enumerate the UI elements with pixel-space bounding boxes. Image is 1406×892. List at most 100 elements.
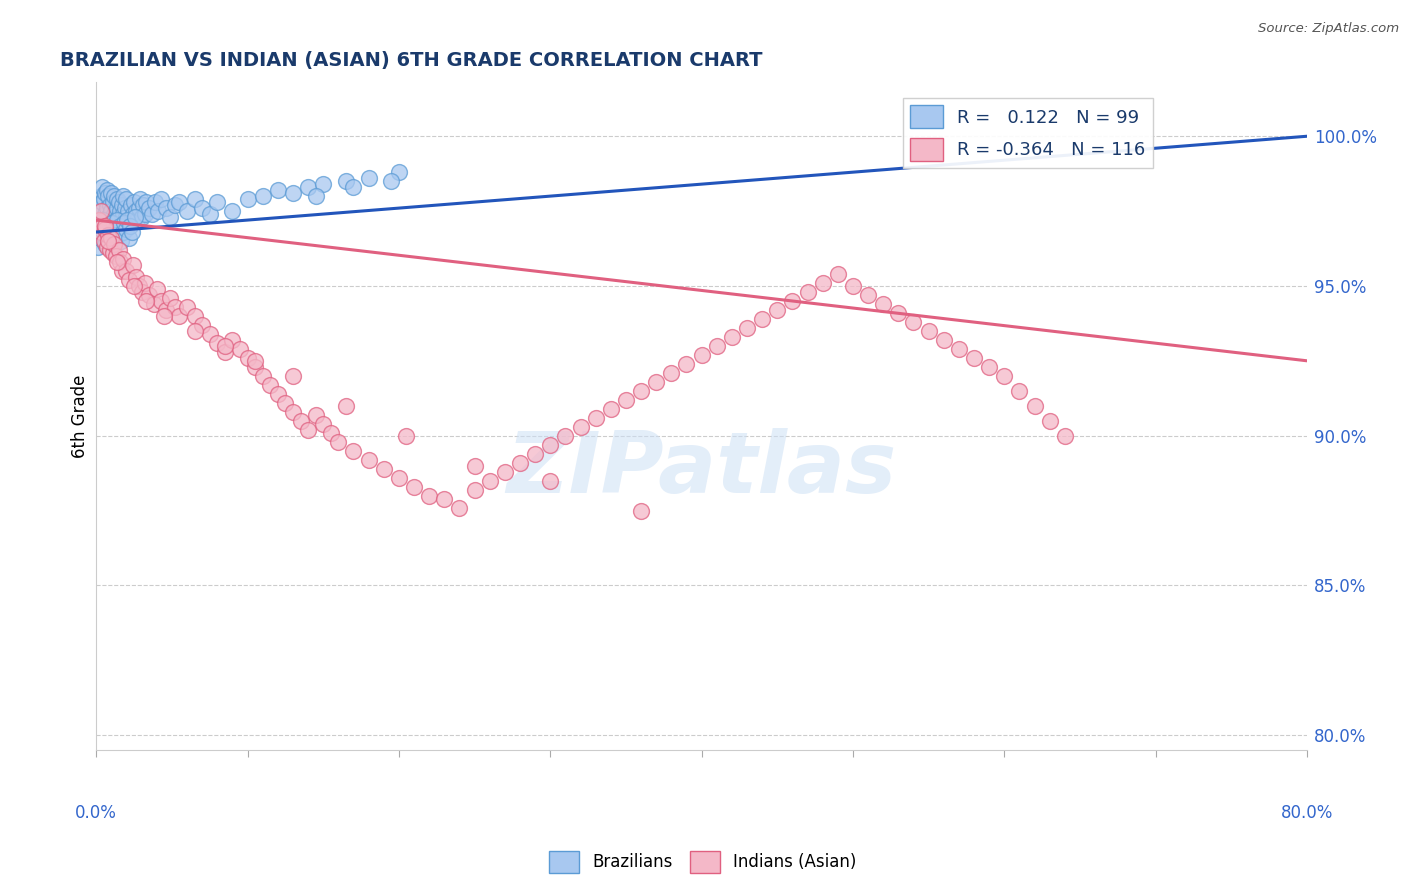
Point bbox=[903, 315, 925, 329]
Point bbox=[198, 326, 221, 341]
Point bbox=[766, 302, 789, 317]
Point bbox=[101, 246, 124, 260]
Point bbox=[538, 474, 561, 488]
Point bbox=[108, 210, 131, 224]
Point bbox=[236, 192, 259, 206]
Point bbox=[121, 207, 143, 221]
Point bbox=[89, 213, 111, 227]
Point bbox=[538, 437, 561, 451]
Point bbox=[118, 213, 141, 227]
Point bbox=[89, 231, 111, 245]
Point bbox=[142, 297, 165, 311]
Point bbox=[229, 342, 252, 356]
Point bbox=[342, 180, 364, 194]
Point bbox=[357, 171, 380, 186]
Point bbox=[176, 204, 198, 219]
Point bbox=[90, 225, 112, 239]
Point bbox=[110, 204, 132, 219]
Point bbox=[706, 339, 728, 353]
Point bbox=[91, 180, 114, 194]
Point bbox=[236, 351, 259, 365]
Point bbox=[554, 428, 576, 442]
Point bbox=[645, 375, 668, 389]
Point bbox=[110, 255, 132, 269]
Point bbox=[614, 392, 637, 407]
Point bbox=[150, 192, 173, 206]
Point bbox=[290, 414, 312, 428]
Point bbox=[827, 267, 849, 281]
Text: Source: ZipAtlas.com: Source: ZipAtlas.com bbox=[1258, 22, 1399, 36]
Point bbox=[150, 293, 173, 308]
Point bbox=[630, 503, 652, 517]
Point bbox=[91, 219, 114, 233]
Point bbox=[110, 234, 132, 248]
Point bbox=[357, 452, 380, 467]
Point bbox=[304, 189, 326, 203]
Point bbox=[388, 470, 411, 484]
Point bbox=[932, 333, 955, 347]
Point bbox=[98, 198, 121, 212]
Point bbox=[796, 285, 818, 299]
Point bbox=[373, 461, 395, 475]
Point bbox=[96, 201, 118, 215]
Point bbox=[243, 353, 266, 368]
Point bbox=[735, 321, 758, 335]
Point bbox=[97, 210, 120, 224]
Point bbox=[630, 384, 652, 398]
Point bbox=[169, 309, 191, 323]
Point bbox=[214, 344, 236, 359]
Point bbox=[207, 335, 229, 350]
Point bbox=[91, 195, 114, 210]
Point bbox=[111, 198, 134, 212]
Point bbox=[115, 210, 138, 224]
Point bbox=[183, 324, 205, 338]
Point bbox=[115, 264, 138, 278]
Point bbox=[388, 165, 411, 179]
Point bbox=[163, 300, 186, 314]
Point bbox=[105, 192, 128, 206]
Point bbox=[94, 228, 117, 243]
Point bbox=[98, 216, 121, 230]
Point bbox=[433, 491, 456, 506]
Point bbox=[112, 207, 135, 221]
Point bbox=[108, 243, 131, 257]
Point bbox=[121, 225, 143, 239]
Point bbox=[141, 207, 163, 221]
Point bbox=[380, 174, 402, 188]
Point bbox=[122, 279, 145, 293]
Point bbox=[111, 264, 134, 278]
Point bbox=[1053, 428, 1076, 442]
Point bbox=[153, 309, 176, 323]
Point bbox=[96, 240, 118, 254]
Point bbox=[134, 276, 156, 290]
Point bbox=[103, 237, 125, 252]
Point bbox=[221, 204, 243, 219]
Point bbox=[335, 399, 357, 413]
Point bbox=[312, 417, 335, 431]
Point bbox=[132, 198, 155, 212]
Point bbox=[183, 192, 205, 206]
Point bbox=[91, 213, 114, 227]
Point bbox=[335, 174, 357, 188]
Point bbox=[872, 297, 894, 311]
Point bbox=[104, 222, 127, 236]
Point bbox=[297, 180, 319, 194]
Point bbox=[103, 207, 125, 221]
Point bbox=[155, 201, 177, 215]
Point bbox=[449, 500, 471, 515]
Legend: R =   0.122   N = 99, R = -0.364   N = 116: R = 0.122 N = 99, R = -0.364 N = 116 bbox=[903, 98, 1153, 168]
Point bbox=[509, 456, 531, 470]
Point bbox=[138, 288, 160, 302]
Point bbox=[155, 302, 177, 317]
Point bbox=[103, 189, 125, 203]
Point bbox=[97, 228, 120, 243]
Point bbox=[599, 401, 621, 416]
Point bbox=[124, 204, 146, 219]
Point bbox=[114, 222, 136, 236]
Point bbox=[811, 276, 834, 290]
Point bbox=[138, 201, 160, 215]
Point bbox=[104, 249, 127, 263]
Point bbox=[96, 219, 118, 233]
Point bbox=[121, 258, 143, 272]
Point bbox=[191, 201, 214, 215]
